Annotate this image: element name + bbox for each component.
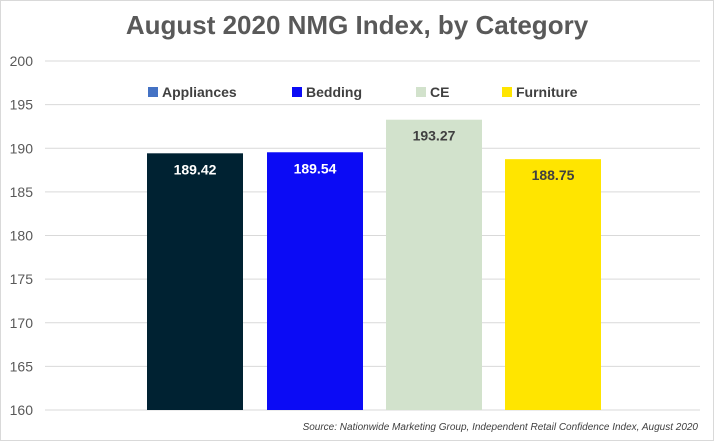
legend-swatch-appliances bbox=[148, 87, 158, 97]
y-tick-label: 175 bbox=[10, 271, 34, 287]
legend-swatch-bedding bbox=[292, 87, 302, 97]
legend-label-ce: CE bbox=[430, 84, 449, 100]
bar-bedding bbox=[267, 152, 363, 411]
y-tick-label: 190 bbox=[10, 140, 34, 156]
y-tick-label: 160 bbox=[10, 402, 34, 418]
legend-swatch-ce bbox=[416, 87, 426, 97]
data-label-ce: 193.27 bbox=[413, 128, 456, 144]
legend-label-furniture: Furniture bbox=[516, 84, 578, 100]
y-tick-label: 165 bbox=[10, 358, 34, 374]
y-tick-label: 185 bbox=[10, 184, 34, 200]
y-tick-label: 200 bbox=[10, 53, 34, 69]
data-labels: 189.42 189.54 193.27 188.75 bbox=[174, 128, 575, 183]
legend-label-appliances: Appliances bbox=[162, 84, 237, 100]
legend-label-bedding: Bedding bbox=[306, 84, 362, 100]
bars bbox=[147, 119, 601, 411]
legend: Appliances Bedding CE Furniture bbox=[148, 84, 578, 100]
y-tick-label: 170 bbox=[10, 315, 34, 331]
chart-title: August 2020 NMG Index, by Category bbox=[126, 10, 589, 40]
data-label-bedding: 189.54 bbox=[294, 160, 337, 176]
y-tick-label: 180 bbox=[10, 228, 34, 244]
bar-furniture bbox=[505, 159, 601, 410]
legend-swatch-furniture bbox=[502, 87, 512, 97]
y-axis-ticks: 160 165 170 175 180 185 190 195 200 bbox=[10, 53, 34, 418]
data-label-appliances: 189.42 bbox=[174, 161, 217, 177]
y-tick-label: 195 bbox=[10, 97, 34, 113]
data-label-furniture: 188.75 bbox=[532, 167, 575, 183]
bar-ce bbox=[386, 119, 482, 411]
bar-appliances bbox=[147, 153, 243, 411]
source-note: Source: Nationwide Marketing Group, Inde… bbox=[303, 422, 699, 433]
